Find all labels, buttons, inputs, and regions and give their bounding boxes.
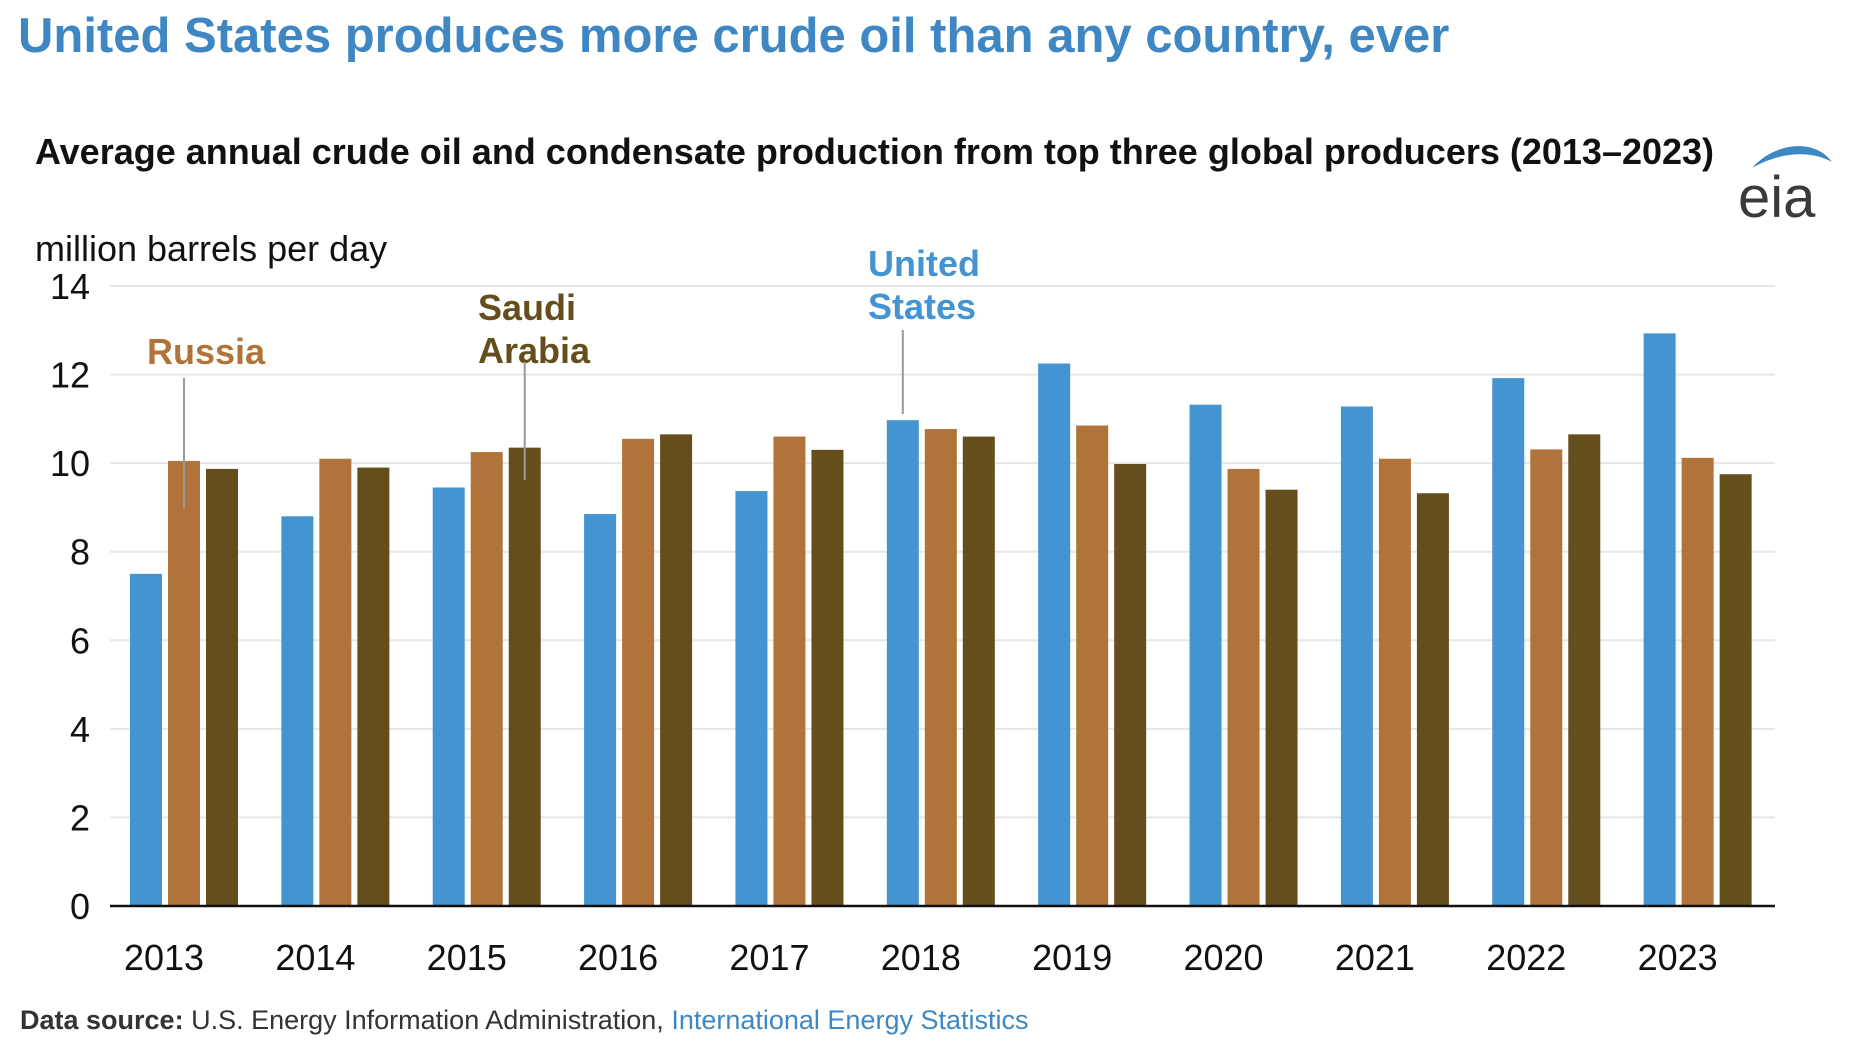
- bar: [1643, 333, 1676, 906]
- x-tick-label: 2014: [275, 937, 355, 978]
- bar: [1568, 434, 1601, 906]
- series-label-saudi-arabia: Saudi Arabia: [478, 287, 591, 371]
- x-tick-label: 2022: [1486, 937, 1566, 978]
- bar: [1076, 425, 1109, 906]
- bar: [773, 436, 806, 906]
- series-label-united-states: United States: [868, 243, 980, 327]
- bar: [1416, 493, 1449, 906]
- y-tick-label: 2: [70, 797, 90, 838]
- headline: United States produces more crude oil th…: [18, 9, 1450, 63]
- x-tick-label: 2017: [729, 937, 809, 978]
- y-tick-label: 8: [70, 532, 90, 573]
- data-source: Data source: U.S. Energy Information Adm…: [20, 1005, 1029, 1036]
- bar: [508, 447, 541, 906]
- bar: [1189, 404, 1222, 906]
- eia-swoosh-icon: [1752, 146, 1832, 168]
- bar: [1227, 468, 1260, 906]
- y-axis-unit-label: million barrels per day: [35, 228, 388, 269]
- x-tick-label: 2021: [1335, 937, 1415, 978]
- x-tick-label: 2013: [124, 937, 204, 978]
- x-tick-label: 2015: [427, 937, 507, 978]
- bar: [319, 458, 352, 906]
- y-tick-label: 14: [50, 266, 90, 307]
- bar: [962, 436, 995, 906]
- x-tick-label: 2018: [881, 937, 961, 978]
- bar: [660, 434, 693, 906]
- bar: [924, 429, 957, 906]
- bar: [811, 449, 844, 906]
- bar: [357, 467, 390, 906]
- y-tick-label: 4: [70, 709, 90, 750]
- bar: [1681, 457, 1714, 906]
- bar: [1265, 489, 1298, 906]
- series-label-russia: Russia: [147, 331, 266, 372]
- bar: [1340, 406, 1373, 906]
- bar: [168, 460, 200, 906]
- bar: [886, 420, 919, 906]
- bar: [1492, 378, 1525, 907]
- data-source-label: Data source:: [20, 1005, 184, 1035]
- y-tick-label: 6: [70, 620, 90, 661]
- bar: [1038, 363, 1071, 906]
- bar: [622, 438, 655, 906]
- bar: [735, 491, 768, 906]
- bar: [432, 487, 465, 906]
- y-tick-label: 0: [70, 886, 90, 927]
- eia-logo: eia: [1730, 140, 1840, 230]
- bar: [584, 514, 617, 906]
- bar: [470, 452, 503, 906]
- bar: [1530, 449, 1563, 906]
- bar: [130, 573, 162, 906]
- chart-title: Average annual crude oil and condensate …: [35, 131, 1715, 172]
- y-tick-label: 10: [50, 443, 90, 484]
- eia-logo-text: eia: [1738, 165, 1816, 230]
- y-tick-label: 12: [50, 355, 90, 396]
- bar: [281, 516, 314, 906]
- bar: [1378, 458, 1411, 906]
- x-tick-label: 2020: [1183, 937, 1263, 978]
- x-tick-label: 2016: [578, 937, 658, 978]
- x-tick-label: 2019: [1032, 937, 1112, 978]
- bar: [1719, 474, 1752, 906]
- bar: [206, 468, 238, 906]
- bar-chart: 0 2 4 6 8 10 12 14 2013 2014 2015 2016 2017 2018 2019 2…: [50, 243, 1775, 978]
- data-source-link[interactable]: International Energy Statistics: [671, 1005, 1029, 1035]
- x-tick-label: 2023: [1638, 937, 1718, 978]
- bar: [1114, 464, 1147, 906]
- data-source-text: U.S. Energy Information Administration,: [191, 1005, 664, 1035]
